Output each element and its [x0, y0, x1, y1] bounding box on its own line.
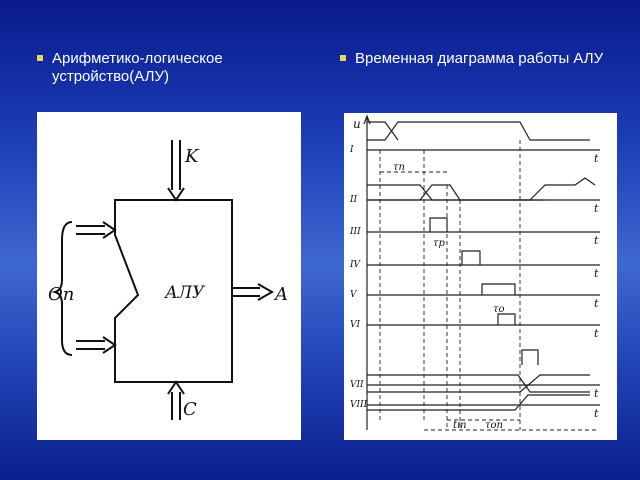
row-label: III: [349, 227, 361, 237]
interval-label: τо: [493, 304, 505, 315]
alu-label: АЛУ: [164, 283, 206, 303]
row-label: II: [349, 195, 358, 205]
alu-diagram: Оп АЛУ A K C: [37, 112, 301, 440]
interval-label: tт: [453, 420, 467, 431]
time-label: t: [594, 234, 599, 247]
row-label: IV: [349, 260, 362, 270]
time-label: t: [594, 202, 599, 215]
row-label: VIII: [350, 400, 368, 410]
row-label: I: [349, 145, 354, 155]
time-label: t: [594, 152, 599, 165]
control-label: K: [184, 146, 200, 167]
interval-label: τр: [433, 238, 446, 249]
time-label: t: [594, 327, 599, 340]
row-label: VII: [350, 380, 364, 390]
timing-diagram: u τп τр τо tт τоп It II t III t IV t Vt VI t VII t V…: [344, 113, 617, 440]
axis-label: u: [353, 117, 361, 131]
bullet-text: Временная диаграмма работы АЛУ: [355, 50, 604, 67]
interval-label: τп: [393, 162, 405, 173]
time-label: t: [594, 387, 599, 400]
bullet-text: Арифметико-логическое устройство(АЛУ): [52, 50, 223, 85]
interval-label: τоп: [485, 420, 503, 431]
row-label: VI: [350, 320, 360, 330]
bullet: Временная диаграмма работы АЛУ: [340, 50, 625, 68]
row-label: V: [350, 290, 358, 300]
output-label: A: [273, 284, 288, 305]
time-label: t: [594, 267, 599, 280]
time-label: t: [594, 407, 599, 420]
time-label: t: [594, 297, 599, 310]
bullet: Арифметико-логическое устройство(АЛУ): [37, 50, 292, 86]
carry-label: C: [183, 399, 197, 420]
operand-label: Оп: [48, 284, 74, 305]
